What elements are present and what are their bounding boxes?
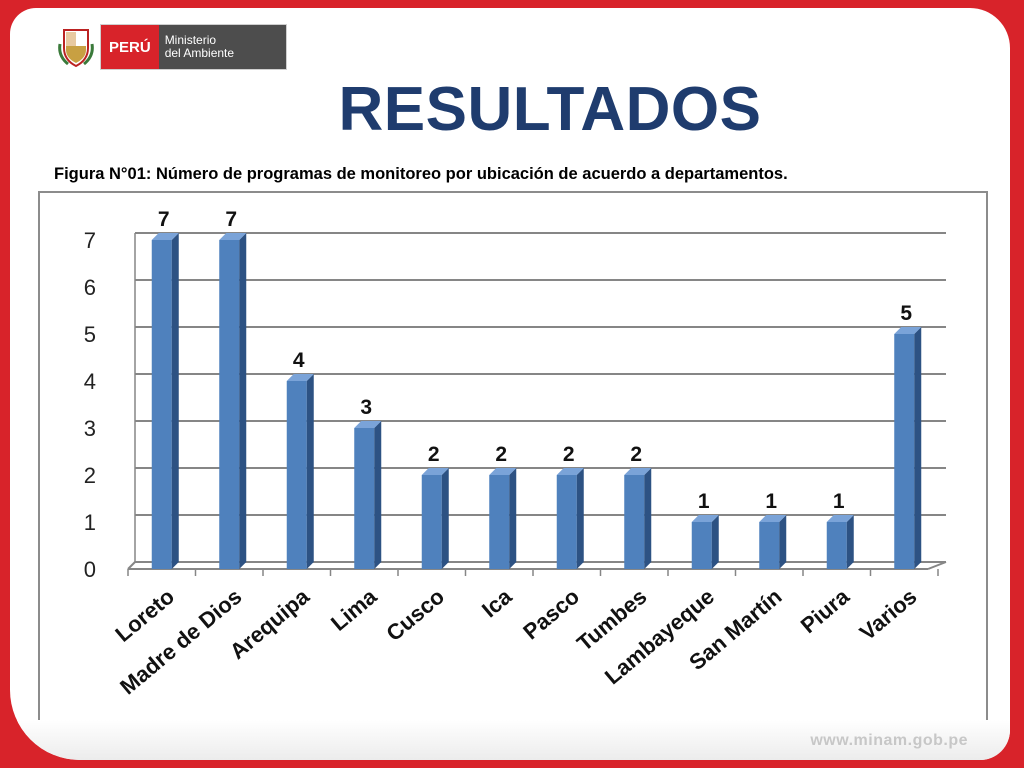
data-label-11: 5 bbox=[900, 302, 912, 325]
bar-top-4 bbox=[421, 468, 449, 475]
bar-side-10 bbox=[846, 515, 854, 569]
ministry-line-2: del Ambiente bbox=[164, 46, 235, 60]
bar-8 bbox=[691, 522, 712, 569]
bar-side-2 bbox=[306, 374, 314, 569]
bar-top-6 bbox=[556, 468, 584, 475]
peru-coat-of-arms-icon bbox=[58, 26, 94, 68]
bar-side-3 bbox=[374, 421, 382, 569]
footer-url: www.minam.gob.pe bbox=[810, 732, 968, 749]
bar-top-2 bbox=[286, 374, 314, 381]
ministry-badge: PERÚ Ministerio del Ambiente bbox=[100, 24, 288, 70]
bar-4 bbox=[421, 475, 442, 569]
slide: PERÚ Ministerio del Ambiente RESULTADOS … bbox=[10, 8, 1010, 760]
y-tick-label: 7 bbox=[84, 228, 96, 253]
slide-title: RESULTADOS bbox=[338, 75, 762, 144]
data-label-0: 7 bbox=[158, 208, 170, 231]
bar-side-6 bbox=[576, 468, 584, 569]
ministry-name: Ministerio del Ambiente bbox=[158, 25, 287, 69]
bar-side-0 bbox=[171, 233, 179, 569]
chart-frame: 0 1 2 3 4 5 6 7 7 Loreto 7 Madre de Dios 4 Arequipa 3 L… bbox=[38, 191, 988, 740]
figure-caption: Figura N°01: Número de programas de moni… bbox=[54, 165, 788, 183]
data-label-8: 1 bbox=[698, 490, 710, 513]
y-tick-label: 0 bbox=[84, 557, 96, 582]
x-tick-label-1: Madre de Dios bbox=[115, 584, 246, 700]
data-label-9: 1 bbox=[765, 490, 777, 513]
bar-top-11 bbox=[894, 327, 922, 334]
ministry-logo: PERÚ Ministerio del Ambiente bbox=[58, 24, 288, 70]
data-label-2: 4 bbox=[293, 349, 305, 372]
bar-2 bbox=[286, 381, 307, 569]
bar-top-1 bbox=[219, 233, 247, 240]
y-tick-label: 2 bbox=[84, 463, 96, 488]
x-tick-label-4: Cusco bbox=[381, 584, 449, 646]
y-tick-label: 4 bbox=[84, 369, 96, 394]
bar-side-11 bbox=[914, 327, 922, 569]
data-label-3: 3 bbox=[360, 396, 372, 419]
bar-3 bbox=[354, 428, 375, 569]
y-tick-label: 6 bbox=[84, 275, 96, 300]
data-label-4: 2 bbox=[428, 443, 440, 466]
bar-11 bbox=[894, 334, 915, 569]
data-label-7: 2 bbox=[630, 443, 642, 466]
data-label-10: 1 bbox=[833, 490, 845, 513]
bar-side-5 bbox=[509, 468, 517, 569]
bar-5 bbox=[489, 475, 510, 569]
bar-top-7 bbox=[624, 468, 652, 475]
data-label-1: 7 bbox=[225, 208, 237, 231]
bar-10 bbox=[826, 522, 847, 569]
bar-side-4 bbox=[441, 468, 449, 569]
data-label-6: 2 bbox=[563, 443, 575, 466]
bar-1 bbox=[219, 240, 240, 569]
floor-edge bbox=[927, 561, 947, 570]
bar-top-9 bbox=[759, 515, 787, 522]
x-tick-label-11: Varios bbox=[855, 584, 922, 646]
bar-side-1 bbox=[239, 233, 247, 569]
ministry-line-1: Ministerio bbox=[164, 33, 217, 47]
y-tick-label: 1 bbox=[84, 510, 96, 535]
footer-band bbox=[10, 720, 1010, 760]
x-tick-label-3: Lima bbox=[326, 583, 382, 636]
bar-side-9 bbox=[779, 515, 787, 569]
x-tick-label-5: Ica bbox=[477, 583, 517, 622]
bar-side-8 bbox=[711, 515, 719, 569]
bar-side-7 bbox=[644, 468, 652, 569]
y-tick-label: 5 bbox=[84, 322, 96, 347]
data-label-5: 2 bbox=[495, 443, 507, 466]
bar-top-10 bbox=[826, 515, 854, 522]
bar-6 bbox=[556, 475, 577, 569]
floor-edge bbox=[127, 561, 136, 570]
bar-top-8 bbox=[691, 515, 719, 522]
bar-7 bbox=[624, 475, 645, 569]
bar-top-3 bbox=[354, 421, 382, 428]
bar-9 bbox=[759, 522, 780, 569]
peru-label: PERÚ bbox=[101, 25, 159, 69]
bar-0 bbox=[151, 240, 172, 569]
y-tick-label: 3 bbox=[84, 416, 96, 441]
x-tick-label-10: Piura bbox=[796, 583, 855, 638]
bar-top-5 bbox=[489, 468, 517, 475]
bar-top-0 bbox=[151, 233, 179, 240]
